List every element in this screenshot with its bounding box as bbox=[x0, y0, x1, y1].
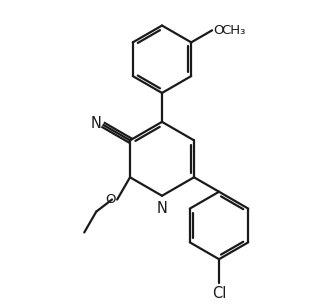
Text: N: N bbox=[90, 116, 101, 131]
Text: CH₃: CH₃ bbox=[222, 24, 246, 37]
Text: O: O bbox=[106, 193, 116, 206]
Text: N: N bbox=[156, 201, 168, 216]
Text: Cl: Cl bbox=[212, 286, 226, 301]
Text: O: O bbox=[214, 24, 224, 37]
